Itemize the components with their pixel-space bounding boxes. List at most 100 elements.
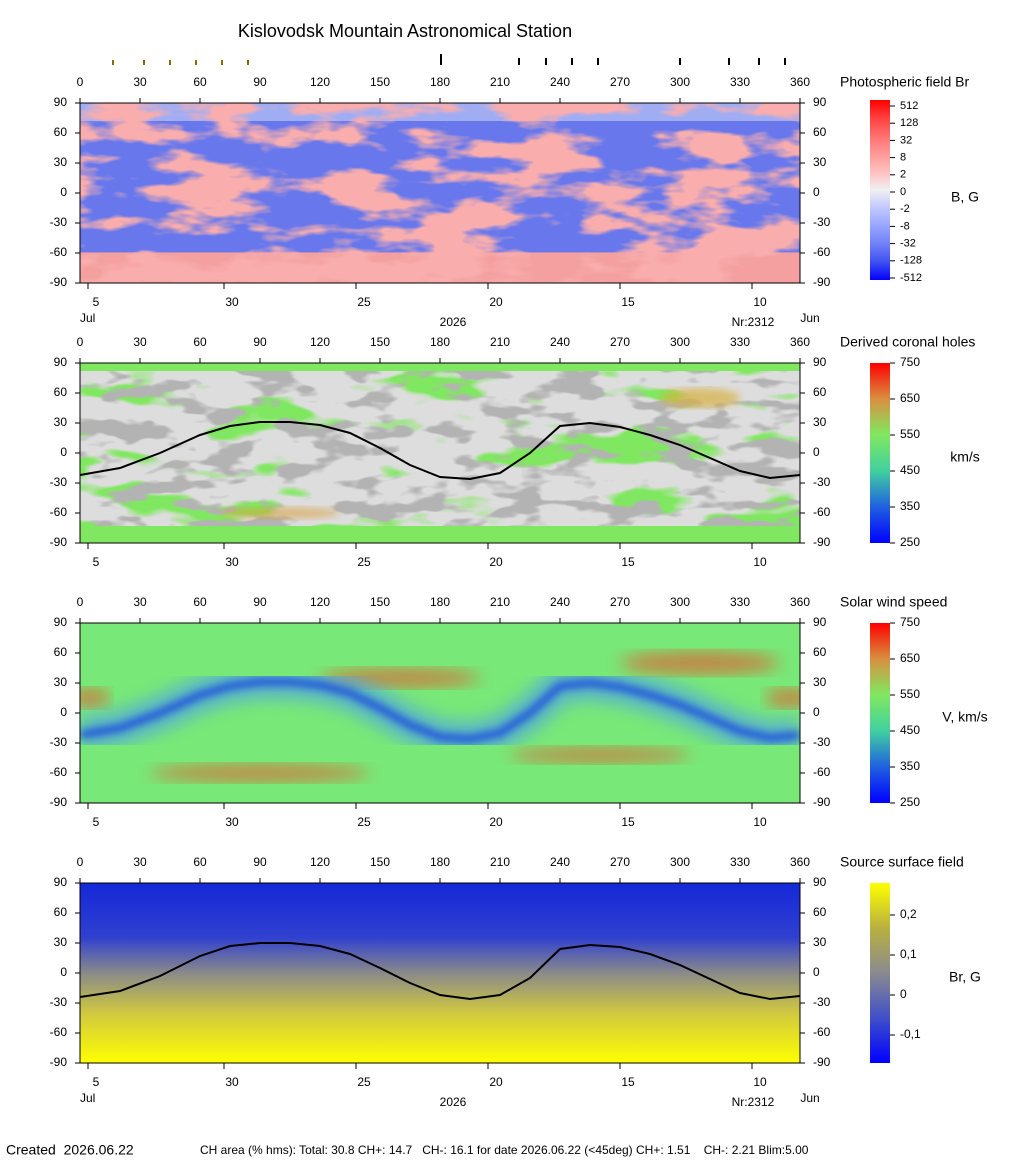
y-tick-label: -30: [50, 995, 68, 1009]
colorbar-tick-label: -2: [900, 203, 910, 215]
y-tick-label: 90: [54, 875, 68, 889]
y-tick-label: 90: [54, 615, 68, 629]
x-tick-label: 210: [490, 335, 510, 349]
date-tick-label: 20: [489, 1075, 503, 1089]
x-tick-label: 30: [133, 75, 147, 89]
date-tick-label: 20: [489, 555, 503, 569]
y-tick-label: 60: [813, 905, 827, 919]
x-tick-label: 120: [310, 595, 330, 609]
date-tick-label: 25: [357, 295, 371, 309]
x-tick-label: 270: [610, 75, 630, 89]
fast-wind-region: [660, 388, 740, 408]
panel-title: Derived coronal holes: [840, 334, 975, 350]
x-tick-label: 210: [490, 75, 510, 89]
y-tick-label: 0: [813, 185, 820, 199]
colorbar-tick-label: 450: [900, 723, 920, 737]
x-tick-label: 300: [670, 595, 690, 609]
field-mottle: [80, 103, 800, 283]
colorbar-label: km/s: [950, 449, 980, 465]
x-tick-label: 300: [670, 335, 690, 349]
source-surface-background: [80, 883, 800, 1063]
panel: 0 30 60 90 120 150 180 210 240 270 300 330 360-90 -90…: [50, 334, 980, 569]
colorbar-label: B, G: [951, 189, 979, 205]
y-tick-label: 30: [54, 415, 68, 429]
y-tick-label: -60: [50, 245, 68, 259]
colorbar-tick-label: 550: [900, 687, 920, 701]
x-tick-label: 150: [370, 595, 390, 609]
y-tick-label: -90: [50, 535, 68, 549]
x-tick-label: 360: [790, 335, 810, 349]
y-tick-label: -60: [50, 505, 68, 519]
y-tick-label: -60: [50, 765, 68, 779]
date-tick-label: 5: [93, 555, 100, 569]
date-tick-label: 30: [225, 555, 239, 569]
y-tick-label: -60: [813, 765, 831, 779]
y-tick-label: 0: [813, 705, 820, 719]
neutral-line: [80, 421, 800, 481]
panel-title: Photospheric field Br: [840, 74, 970, 90]
x-tick-label: 0: [77, 75, 84, 89]
x-tick-label: 240: [550, 75, 570, 89]
colorbar-tick-label: 750: [900, 355, 920, 369]
x-tick-label: 90: [253, 75, 267, 89]
month-start: Jul: [80, 311, 95, 325]
y-tick-label: -30: [50, 215, 68, 229]
y-tick-label: 60: [813, 125, 827, 139]
y-tick-label: 60: [54, 125, 68, 139]
date-tick-label: 30: [225, 1075, 239, 1089]
date-tick-label: 5: [93, 1075, 100, 1089]
neutral-line: [80, 942, 800, 1001]
observation-markers: [112, 54, 786, 65]
y-tick-label: 90: [54, 95, 68, 109]
colorbar: [870, 883, 890, 1063]
y-tick-label: 90: [813, 615, 827, 629]
month-end: Jun: [800, 1091, 819, 1105]
panel-title: Solar wind speed: [840, 594, 947, 610]
y-tick-label: -30: [50, 735, 68, 749]
fast-wind-region: [765, 688, 800, 708]
fast-wind-region: [220, 507, 340, 519]
date-tick-label: 20: [489, 295, 503, 309]
rotation-number: Nr:2312: [732, 315, 775, 329]
x-tick-label: 330: [730, 855, 750, 869]
x-tick-label: 300: [670, 75, 690, 89]
colorbar-tick-label: 0: [900, 987, 907, 1001]
y-tick-label: 0: [60, 705, 67, 719]
x-tick-label: 330: [730, 595, 750, 609]
rotation-number: Nr:2312: [732, 1095, 775, 1109]
date-tick-label: 15: [621, 555, 635, 569]
date-tick-label: 15: [621, 1075, 635, 1089]
y-tick-label: 90: [54, 355, 68, 369]
y-tick-label: 90: [813, 355, 827, 369]
colorbar-tick-label: 32: [900, 134, 912, 146]
date-tick-label: 30: [225, 295, 239, 309]
colorbar-tick-label: 0,2: [900, 907, 917, 921]
x-tick-label: 180: [430, 855, 450, 869]
month-end: Jun: [800, 311, 819, 325]
y-tick-label: -90: [50, 1055, 68, 1069]
date-tick-label: 25: [357, 815, 371, 829]
y-tick-label: 60: [54, 385, 68, 399]
x-tick-label: 270: [610, 595, 630, 609]
colorbar-tick-label: 0: [900, 186, 906, 198]
y-tick-label: 60: [54, 645, 68, 659]
y-tick-label: 60: [813, 645, 827, 659]
colorbar-tick-label: -0,1: [900, 1027, 921, 1041]
x-tick-label: 120: [310, 75, 330, 89]
heatmap: [80, 623, 800, 803]
x-tick-label: 180: [430, 335, 450, 349]
colorbar: [870, 363, 890, 543]
y-tick-label: -90: [813, 795, 831, 809]
x-tick-label: 240: [550, 335, 570, 349]
heatmap: [80, 363, 800, 543]
month-start: Jul: [80, 1091, 95, 1105]
y-tick-label: 30: [54, 935, 68, 949]
y-tick-label: -60: [50, 1025, 68, 1039]
colorbar-tick-label: 550: [900, 427, 920, 441]
heatmap: [80, 883, 800, 1063]
x-tick-label: 30: [133, 595, 147, 609]
year-label: 2026: [440, 315, 467, 329]
x-tick-label: 60: [193, 855, 207, 869]
colorbar-tick-label: -128: [900, 255, 922, 267]
x-tick-label: 270: [610, 335, 630, 349]
